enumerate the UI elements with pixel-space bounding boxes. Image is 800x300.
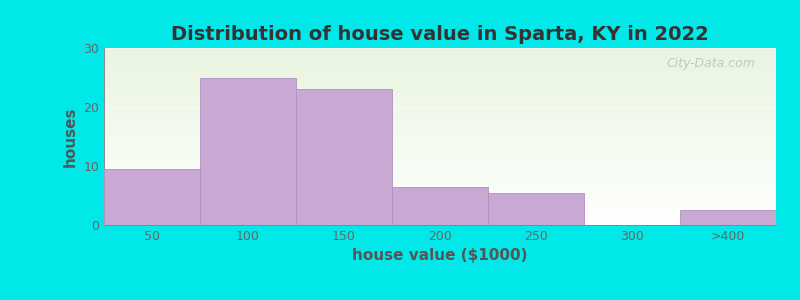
Title: Distribution of house value in Sparta, KY in 2022: Distribution of house value in Sparta, K… <box>171 25 709 44</box>
Bar <box>392 187 488 225</box>
X-axis label: house value ($1000): house value ($1000) <box>352 248 528 263</box>
Y-axis label: houses: houses <box>62 106 78 167</box>
Bar <box>104 169 200 225</box>
Bar <box>488 193 584 225</box>
Bar <box>200 77 296 225</box>
Text: City-Data.com: City-Data.com <box>667 57 756 70</box>
Bar <box>296 89 392 225</box>
Bar <box>680 210 776 225</box>
